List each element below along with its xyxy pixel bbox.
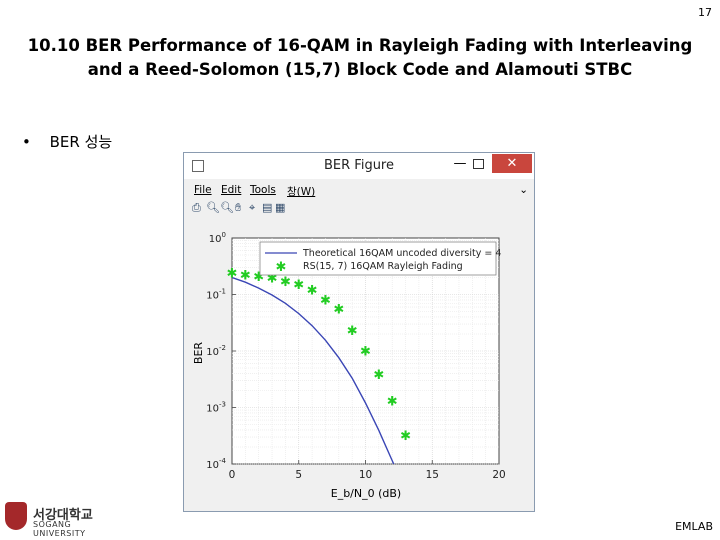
figure-app-icon [192, 160, 204, 172]
print-icon[interactable]: ⎙ [192, 201, 201, 214]
zoom-out-icon[interactable]: 🔍︎ [220, 201, 234, 214]
x-axis-label: E_b/N_0 (dB) [331, 487, 401, 500]
maximize-button[interactable] [473, 159, 484, 169]
menu-bar: File Edit Tools 창(W) ⌄ [184, 181, 534, 199]
university-name-english: SOGANG UNIVERSITY [33, 520, 86, 538]
menu-edit[interactable]: Edit [221, 184, 242, 196]
x-tick-label: 10 [359, 469, 372, 481]
rs-data-point: ✱ [253, 270, 264, 285]
legend-marker-swatch: ✱ [276, 260, 287, 275]
rs-data-point: ✱ [320, 293, 331, 308]
rs-data-point: ✱ [280, 275, 291, 290]
theory-series [232, 276, 395, 464]
rs-data-point: ✱ [267, 272, 278, 287]
y-tick-label: 100 [209, 231, 226, 245]
slide-title: 10.10 BER Performance of 16-QAM in Rayle… [10, 34, 710, 82]
rs-data-point: ✱ [400, 429, 411, 444]
university-name-korean: 서강대학교 [33, 508, 93, 523]
university-logo: 서강대학교 SOGANG UNIVERSITY [5, 502, 115, 538]
slide-title-line-1: 10.10 BER Performance of 16-QAM in Rayle… [27, 36, 693, 55]
pan-icon[interactable]: ✋︎ [235, 201, 242, 214]
legend-label-theory: Theoretical 16QAM uncoded diversity = 4 [302, 248, 501, 259]
rs-data-point: ✱ [360, 345, 371, 360]
ber-figure-window: BER Figure — ✕ File Edit Tools 창(W) ⌄ ⎙ … [183, 152, 535, 512]
menu-window[interactable]: 창(W) [287, 186, 316, 198]
slide-title-line-2: and a Reed-Solomon (15,7) Block Code and… [87, 60, 633, 79]
rs-data-point: ✱ [347, 324, 358, 339]
rs-data-point: ✱ [293, 278, 304, 293]
bullet-item: • BER 성능 [22, 131, 112, 152]
zoom-in-icon[interactable]: 🔍︎ [206, 201, 220, 214]
rs-series: ✱ ✱ ✱ ✱ ✱ ✱ ✱✱✱✱✱✱✱✱ [227, 267, 411, 444]
window-title: BER Figure [324, 158, 394, 173]
y-tick-label: 10-4 [206, 457, 226, 471]
rs-data-point: ✱ [387, 395, 398, 410]
rs-data-point: ✱ [240, 269, 251, 284]
theory-line [232, 276, 395, 464]
y-axis-label: BER [192, 342, 205, 364]
legend-box [259, 241, 497, 276]
colorbar-icon[interactable]: ▤ [262, 201, 273, 214]
y-tick-label: 10-2 [206, 344, 226, 358]
university-seal-icon [5, 502, 27, 530]
menu-file[interactable]: File [194, 184, 212, 196]
bullet-text: BER 성능 [49, 133, 113, 151]
x-tick-label: 5 [295, 469, 302, 481]
bullet-dot: • [22, 133, 31, 151]
close-button[interactable]: ✕ [492, 154, 532, 173]
x-tick-label: 0 [229, 469, 236, 481]
data-cursor-icon[interactable]: ⌖ [249, 201, 256, 214]
x-tick-label: 20 [492, 469, 505, 481]
footer-label: EMLAB [675, 520, 713, 533]
legend: ✱ Theoretical 16QAM uncoded diversity = … [259, 241, 501, 276]
rs-data-point: ✱ [333, 303, 344, 318]
rs-data-point: ✱ [373, 368, 384, 383]
page-number: 17 [698, 6, 712, 19]
x-tick-label: 15 [426, 469, 439, 481]
legend-icon[interactable]: ▦ [275, 201, 286, 214]
y-tick-label: 10-3 [206, 401, 226, 415]
minimize-button[interactable]: — [453, 156, 467, 171]
menu-chevron-down-icon[interactable]: ⌄ [519, 184, 528, 196]
window-titlebar[interactable]: BER Figure — ✕ [184, 153, 534, 179]
rs-data-point: ✱ [227, 267, 238, 282]
y-tick-label: 10-1 [206, 288, 226, 302]
legend-label-rs: RS(15, 7) 16QAM Rayleigh Fading [303, 261, 463, 272]
rs-data-point: ✱ [307, 284, 318, 299]
menu-tools[interactable]: Tools [250, 184, 276, 196]
